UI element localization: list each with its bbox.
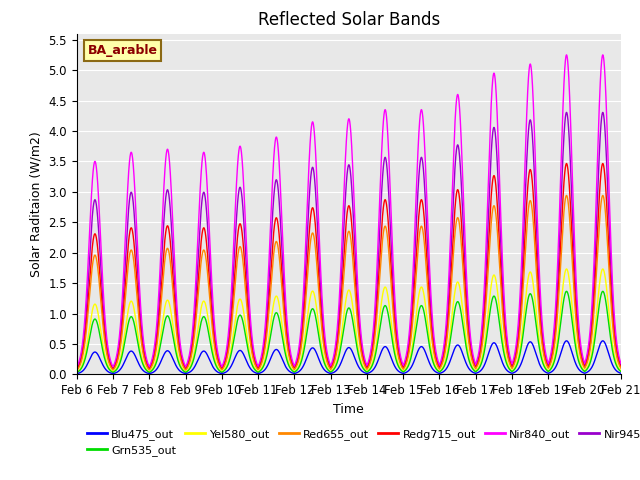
Redg715_out (328, 363, 336, 369)
Yel580_out (616, 367, 624, 373)
Yel580_out (471, 367, 479, 373)
Nir840_out (73, 364, 81, 370)
Line: Grn535_out: Grn535_out (77, 291, 621, 372)
Line: Nir945_out: Nir945_out (77, 112, 621, 369)
Grn535_out (73, 370, 81, 375)
Line: Yel580_out: Yel580_out (77, 269, 621, 372)
Grn535_out (328, 368, 336, 374)
Yel580_out (171, 334, 179, 340)
Blu475_out (171, 360, 179, 365)
Redg715_out (471, 363, 479, 369)
Yel580_out (617, 368, 625, 373)
Yel580_out (328, 367, 336, 373)
Text: BA_arable: BA_arable (88, 44, 157, 57)
Nir840_out (171, 258, 179, 264)
Line: Blu475_out: Blu475_out (77, 341, 621, 373)
Red655_out (328, 364, 336, 370)
Nir840_out (502, 315, 509, 321)
Blu475_out (73, 371, 81, 376)
Blu475_out (440, 368, 448, 374)
Redg715_out (73, 367, 81, 372)
Blu475_out (617, 371, 625, 376)
Grn535_out (563, 288, 570, 294)
Nir945_out (502, 325, 509, 331)
Line: Red655_out: Red655_out (77, 195, 621, 371)
Blu475_out (471, 370, 479, 376)
Nir945_out (616, 360, 624, 366)
Nir840_out (616, 358, 624, 364)
Yel580_out (563, 266, 570, 272)
Red655_out (617, 365, 625, 371)
Blu475_out (328, 370, 336, 376)
X-axis label: Time: Time (333, 403, 364, 416)
Nir840_out (440, 338, 448, 344)
Nir945_out (471, 360, 479, 366)
Blu475_out (616, 370, 624, 376)
Redg715_out (616, 363, 624, 369)
Redg715_out (440, 349, 448, 355)
Blu475_out (502, 366, 509, 372)
Grn535_out (171, 342, 179, 348)
Redg715_out (502, 334, 509, 340)
Red655_out (440, 353, 448, 359)
Yel580_out (502, 353, 509, 359)
Nir945_out (73, 366, 81, 372)
Blu475_out (563, 338, 570, 344)
Red655_out (563, 192, 570, 198)
Grn535_out (440, 363, 448, 369)
Red655_out (502, 340, 509, 346)
Redg715_out (563, 161, 570, 167)
Red655_out (616, 364, 624, 370)
Grn535_out (616, 368, 624, 374)
Legend: Blu475_out, Grn535_out, Yel580_out, Red655_out, Redg715_out, Nir840_out, Nir945_: Blu475_out, Grn535_out, Yel580_out, Red6… (83, 424, 640, 460)
Redg715_out (171, 297, 179, 302)
Line: Nir840_out: Nir840_out (77, 55, 621, 367)
Nir840_out (471, 359, 479, 364)
Y-axis label: Solar Raditaion (W/m2): Solar Raditaion (W/m2) (30, 131, 43, 277)
Nir945_out (328, 360, 336, 366)
Red655_out (171, 308, 179, 314)
Line: Redg715_out: Redg715_out (77, 164, 621, 370)
Nir840_out (617, 360, 625, 366)
Nir840_out (563, 52, 570, 58)
Red655_out (471, 364, 479, 370)
Grn535_out (502, 357, 509, 362)
Nir840_out (328, 358, 336, 364)
Nir945_out (617, 362, 625, 368)
Red655_out (73, 368, 81, 373)
Yel580_out (440, 360, 448, 366)
Nir945_out (440, 344, 448, 350)
Yel580_out (73, 369, 81, 375)
Nir945_out (171, 279, 179, 285)
Grn535_out (471, 368, 479, 374)
Title: Reflected Solar Bands: Reflected Solar Bands (258, 11, 440, 29)
Redg715_out (617, 364, 625, 370)
Nir945_out (563, 109, 570, 115)
Grn535_out (617, 369, 625, 374)
